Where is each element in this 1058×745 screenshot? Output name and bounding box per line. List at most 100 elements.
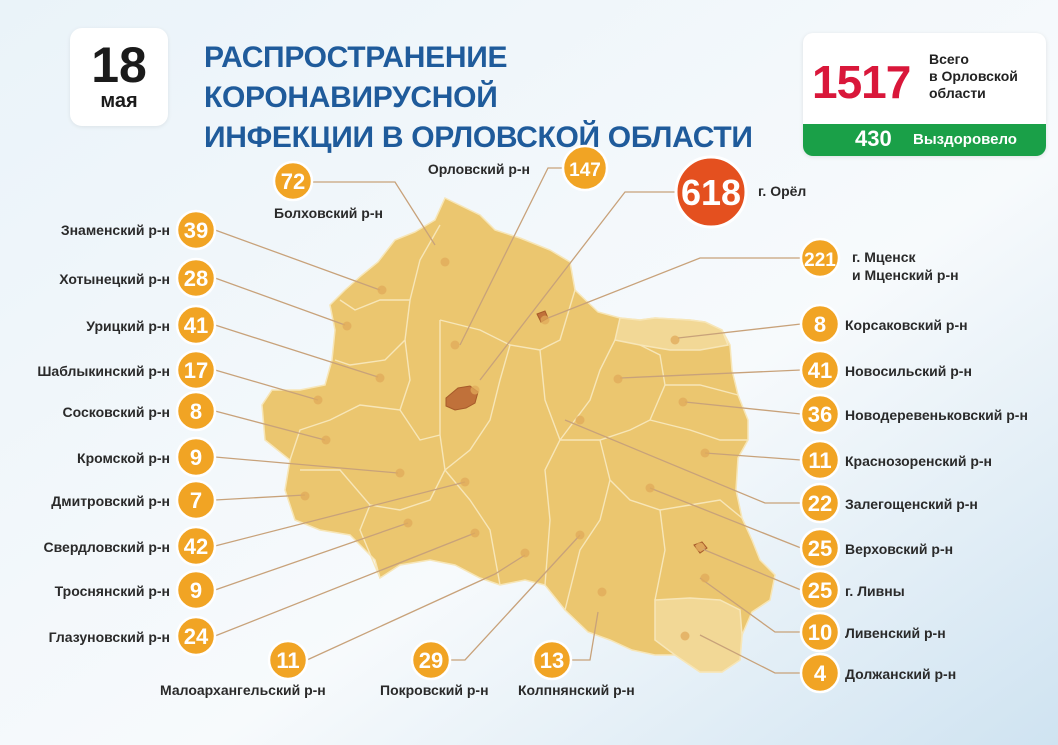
district-center-dot — [540, 315, 550, 325]
district-name: Урицкий р-н — [86, 318, 170, 334]
district-name: г. Орёл — [758, 183, 807, 199]
badge-circle — [175, 257, 217, 299]
badge-circle — [175, 525, 217, 567]
district-badge: 36 — [799, 393, 841, 435]
district-label: Покровский р-н — [380, 681, 510, 699]
district-center-dot — [377, 285, 387, 295]
district-center-dot — [342, 321, 352, 331]
badge-count: 29 — [419, 648, 443, 673]
district-center-dot — [597, 587, 607, 597]
district-center-dot — [450, 340, 460, 350]
badge-count: 8 — [814, 312, 826, 337]
leader-line — [306, 554, 526, 661]
district-center-dot — [440, 257, 450, 267]
district-center-dot — [403, 518, 413, 528]
badge-circle — [175, 304, 217, 346]
district-badge: 17 — [175, 349, 217, 391]
leader-line — [214, 277, 346, 326]
badge-circle — [175, 479, 217, 521]
district-name: Троснянский р-н — [54, 583, 170, 599]
badge-circle — [799, 349, 841, 391]
badge-circle — [175, 349, 217, 391]
map-regions — [261, 196, 776, 673]
district-label: Болховский р-н — [274, 204, 414, 222]
district-label: Ливенский р-н — [845, 624, 985, 642]
total-label: Всего в Орловской области — [929, 51, 1041, 102]
district-badge: 147 — [561, 144, 609, 192]
badge-count: 24 — [184, 624, 209, 649]
badge-circle — [799, 652, 841, 694]
district-badge: 13 — [531, 639, 573, 681]
district-center-dot — [695, 542, 705, 552]
badge-count: 8 — [190, 399, 202, 424]
district-center-dot — [375, 373, 385, 383]
district-center-dot — [520, 548, 530, 558]
city-orel-shape — [445, 385, 479, 411]
district-label: г. Мценск и Мценский р-н — [852, 248, 992, 284]
title-line-2: ИНФЕКЦИИ В ОРЛОВСКОЙ ОБЛАСТИ — [204, 121, 753, 154]
district-badge: 9 — [175, 569, 217, 611]
leader-line — [214, 324, 379, 378]
badge-count: 41 — [184, 313, 208, 338]
badge-circle — [175, 436, 217, 478]
leader-lines — [214, 167, 802, 674]
date-card: 18 мая — [70, 28, 168, 126]
district-label: Новодеревеньковский р-н — [845, 406, 1045, 424]
leader-line — [214, 456, 399, 474]
district-badge: 221 — [799, 237, 841, 279]
badge-circle — [799, 237, 841, 279]
district-name: Сосковский р-н — [62, 404, 170, 420]
badge-circle — [799, 393, 841, 435]
district-name: Дмитровский р-н — [51, 493, 170, 509]
title-line-1: РАСПРОСТРАНЕНИЕ КОРОНАВИРУСНОЙ — [204, 41, 508, 114]
district-label: Малоархангельский р-н — [160, 681, 340, 699]
district-label: Сосковский р-н — [20, 403, 170, 421]
district-name: Знаменский р-н — [60, 222, 170, 238]
leader-line — [677, 323, 802, 339]
district-center-dot — [313, 395, 323, 405]
badge-circle — [799, 482, 841, 524]
leader-line — [450, 534, 581, 661]
district-name: Хотынецкий р-н — [59, 271, 170, 287]
badge-count: 147 — [569, 160, 601, 181]
district-name: Болховский р-н — [274, 205, 383, 221]
district-badge: 8 — [175, 390, 217, 432]
district-name: Новодеревеньковский р-н — [845, 407, 1028, 423]
leader-line — [571, 611, 599, 661]
district-center-dot — [470, 385, 480, 395]
district-label: Новосильский р-н — [845, 362, 985, 380]
district-label: Верховский р-н — [845, 540, 985, 558]
district-name: Залегощенский р-н — [845, 496, 978, 512]
district-badge: 39 — [175, 209, 217, 251]
district-center-dot — [575, 415, 585, 425]
district-badge: 22 — [799, 482, 841, 524]
district-badge: 8 — [799, 303, 841, 345]
leader-line — [479, 191, 675, 381]
badge-count: 17 — [184, 358, 208, 383]
badge-count: 36 — [808, 402, 832, 427]
badge-count: 72 — [281, 169, 305, 194]
district-center-dot — [613, 374, 623, 384]
badge-count: 11 — [276, 648, 299, 673]
badge-count: 221 — [804, 250, 836, 271]
district-label: г. Ливны — [845, 582, 985, 600]
district-name: Покровский р-н — [380, 682, 489, 698]
recovered-label: Выздоровело — [913, 131, 1017, 148]
badge-circle — [799, 303, 841, 345]
district-badge: 25 — [799, 569, 841, 611]
district-badge: 4 — [799, 652, 841, 694]
leader-line — [214, 481, 466, 547]
district-label: Свердловский р-н — [20, 538, 171, 556]
district-label: Шаблыкинский р-н — [10, 362, 170, 380]
district-centers — [300, 257, 710, 641]
leader-line — [214, 369, 319, 401]
district-name: Колпнянский р-н — [518, 682, 635, 698]
date-day: 18 — [91, 37, 147, 93]
badge-circle — [267, 639, 309, 681]
badge-count: 9 — [190, 578, 202, 603]
district-name: Ливенский р-н — [845, 625, 946, 641]
district-badge: 24 — [175, 615, 217, 657]
leader-line — [214, 522, 409, 591]
badge-circle — [175, 615, 217, 657]
district-center-dot — [700, 448, 710, 458]
